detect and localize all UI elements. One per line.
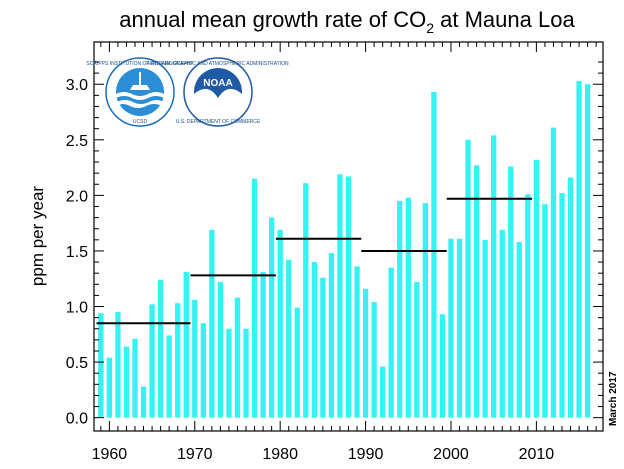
bar-1963	[132, 338, 138, 418]
bar-1998	[431, 92, 437, 418]
bar-1965	[149, 304, 155, 418]
x-tick-label-2000: 2000	[433, 446, 469, 463]
bar-1995	[405, 197, 411, 418]
bar-2013	[559, 193, 565, 418]
bar-1959	[98, 313, 104, 418]
y-tick-label-1.5: 1.5	[66, 244, 88, 261]
bar-1997	[422, 203, 428, 418]
bar-1990	[362, 288, 369, 418]
noaa-bottom-text: U.S. DEPARTMENT OF COMMERCE	[176, 119, 261, 125]
bar-1988	[345, 176, 352, 418]
y-tick-label-1.0: 1.0	[66, 300, 88, 317]
bar-2014	[567, 177, 574, 418]
bar-1974	[226, 328, 232, 418]
bar-2011	[542, 204, 548, 418]
bar-1964	[140, 386, 147, 418]
bar-1976	[243, 328, 249, 418]
bar-1979	[268, 217, 275, 418]
bar-2004	[482, 239, 488, 418]
bar-1978	[260, 272, 266, 418]
noaa-center-text: NOAA	[203, 78, 232, 89]
date-annotation: March 2017	[608, 371, 619, 426]
bar-2008	[516, 242, 522, 418]
bar-1984	[311, 262, 317, 418]
bar-2015	[576, 80, 582, 418]
bar-1994	[397, 200, 403, 418]
bar-1996	[414, 282, 420, 418]
bar-1961	[115, 312, 121, 418]
bar-2009	[525, 194, 531, 418]
scripps-logo: SCRIPPS INSTITUTION OF OCEANOGRAPHY UCSD	[86, 57, 194, 127]
bar-1983	[303, 183, 309, 418]
bar-1966	[157, 279, 164, 418]
y-tick-label-2.0: 2.0	[66, 188, 88, 205]
bar-2006	[499, 229, 505, 418]
bar-2007	[508, 166, 514, 418]
x-tick-label-2010: 2010	[519, 446, 555, 463]
noaa-ring-text: NATIONAL OCEANIC AND ATMOSPHERIC ADMINIS…	[147, 61, 289, 67]
bar-2010	[533, 159, 540, 418]
chart-title-subscript: 2	[426, 20, 434, 36]
bar-1993	[388, 267, 394, 418]
x-tick-label-1990: 1990	[348, 446, 384, 463]
axis-ticks: 1960 1970 1980 1990 2000 2010 0.0 0.5 1.0 1.5 2.0 2…	[66, 42, 603, 463]
chart-title: annual mean growth rate of CO2 at Mauna …	[119, 7, 575, 36]
chart-title-main: annual mean growth rate of CO	[119, 7, 426, 32]
x-tick-label-1980: 1980	[262, 446, 298, 463]
bar-2003	[473, 165, 480, 418]
y-tick-label-0.5: 0.5	[66, 355, 88, 372]
scripps-ring-text: SCRIPPS INSTITUTION OF OCEANOGRAPHY	[86, 61, 194, 67]
bar-1973	[217, 282, 224, 418]
bar-1982	[294, 307, 300, 418]
bar-1960	[106, 357, 113, 418]
y-tick-label-0.0: 0.0	[66, 411, 88, 428]
y-tick-label-3.0: 3.0	[66, 77, 88, 94]
bar-2002	[465, 139, 471, 418]
decadal-mean-group	[96, 197, 533, 325]
bar-2001	[456, 238, 463, 418]
bar-1968	[175, 303, 181, 418]
bar-1972	[209, 229, 215, 418]
bar-1967	[166, 335, 172, 418]
bar-2012	[550, 127, 557, 418]
x-tick-label-1960: 1960	[92, 446, 128, 463]
bar-1981	[286, 259, 292, 418]
scripps-bottom-text: UCSD	[133, 119, 148, 125]
bar-2016	[584, 84, 591, 418]
bar-2005	[491, 135, 497, 418]
bar-group	[98, 80, 591, 418]
y-axis-label: ppm per year	[28, 186, 47, 286]
bar-1989	[354, 266, 360, 418]
noaa-logo: NOAA NATIONAL OCEANIC AND ATMOSPHERIC AD…	[147, 57, 289, 127]
bar-1970	[192, 299, 198, 418]
bar-1999	[439, 314, 446, 418]
bar-1977	[251, 178, 258, 418]
chart-title-suffix: at Mauna Loa	[434, 7, 575, 32]
bar-1987	[337, 174, 343, 418]
bar-1991	[371, 302, 377, 418]
bar-1986	[328, 253, 335, 418]
bar-1971	[200, 323, 206, 418]
x-tick-label-1970: 1970	[177, 446, 213, 463]
y-tick-label-2.5: 2.5	[66, 133, 88, 150]
bar-1985	[320, 277, 326, 418]
bar-2000	[448, 238, 454, 418]
bar-1962	[123, 346, 130, 418]
bar-1980	[277, 229, 283, 418]
bar-1975	[234, 297, 241, 418]
bar-1992	[380, 366, 386, 418]
bar-1969	[183, 272, 189, 418]
